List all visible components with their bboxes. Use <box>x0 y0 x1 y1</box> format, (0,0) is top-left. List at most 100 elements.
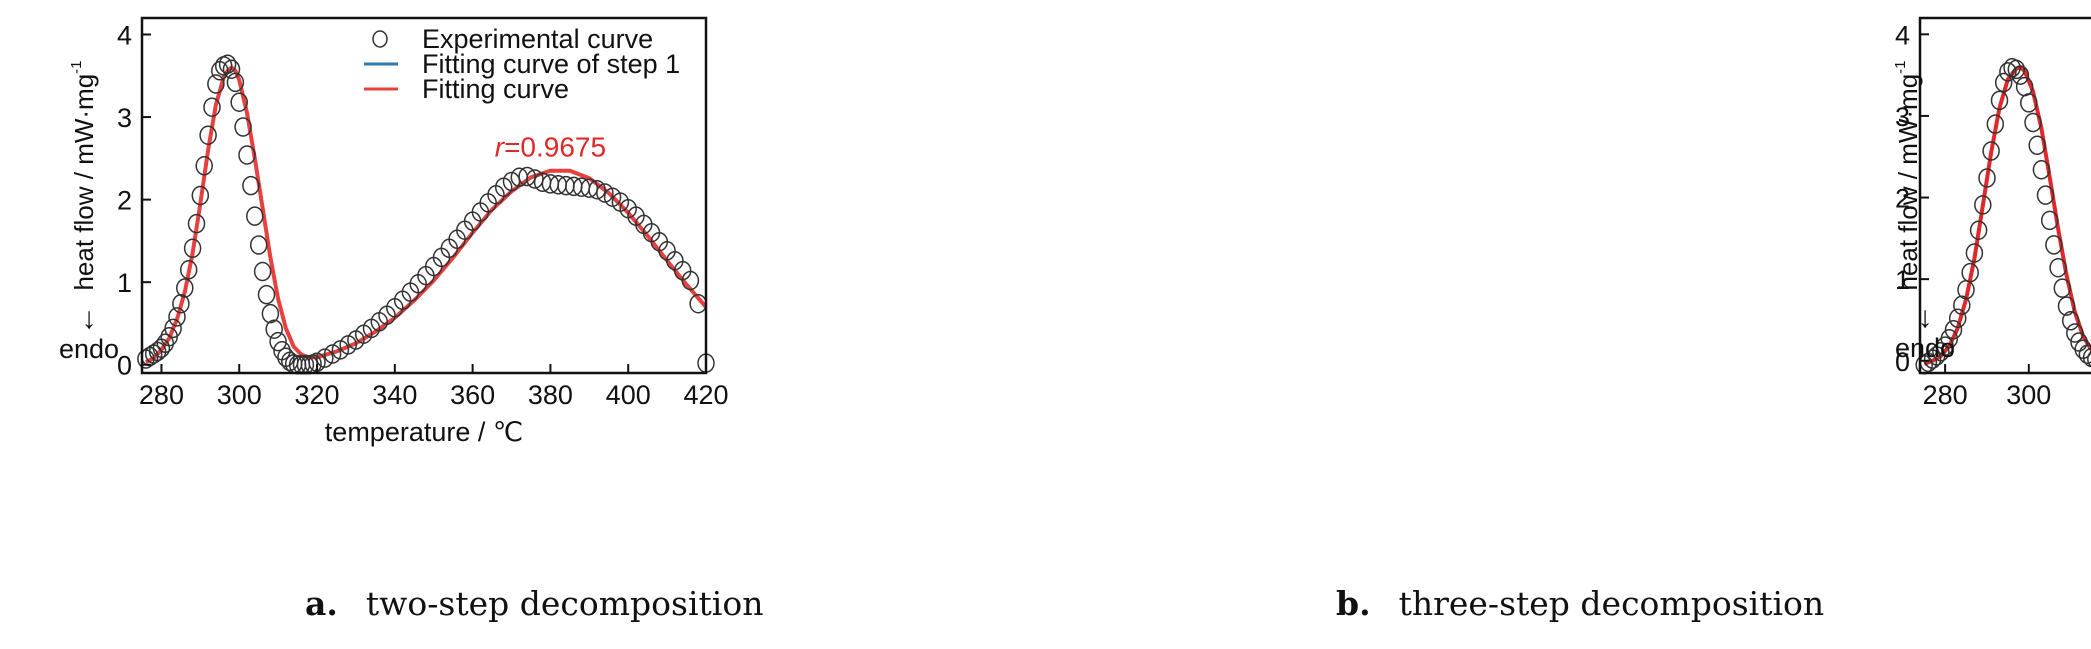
x-tick-label: 280 <box>139 380 184 410</box>
fit-r-value: =0.9675 <box>504 132 606 163</box>
data-point <box>253 261 272 282</box>
data-point <box>2036 185 2055 205</box>
legend-label: Fitting curve of step 1 <box>422 49 680 79</box>
data-point <box>1932 342 1950 362</box>
data-point <box>2078 344 2091 364</box>
y-axis-label-text: heat flow / mW·mg <box>69 74 99 291</box>
data-point <box>1961 262 1979 283</box>
data-point <box>2007 59 2026 80</box>
fit-r-symbol: r <box>495 132 506 163</box>
data-point <box>1948 308 1967 329</box>
y-tick-label: 1 <box>1895 265 1910 295</box>
data-point <box>183 238 202 259</box>
x-tick-label: 300 <box>2006 380 2051 410</box>
y-tick-label: 2 <box>1895 184 1910 214</box>
data-point <box>2028 135 2046 156</box>
legend-symbol <box>372 30 388 48</box>
chart-a: 280 300 320 340 360 380 400 420 0 1 2 3 4 temperature… <box>59 16 729 447</box>
data-point <box>1978 168 1996 188</box>
data-point <box>257 284 276 305</box>
panel-a: 280 300 320 340 360 380 400 420 0 1 2 3 4 temperature… <box>0 0 1045 649</box>
caption-a: a. two-step decomposition <box>305 584 763 623</box>
chart-b: 28030032034036038040042001234temperature… <box>1892 16 2091 410</box>
y-axis-label: heat flow / mW·mg-1 <box>1892 60 1923 290</box>
y-tick-label: 3 <box>117 103 132 133</box>
endo-label: endo <box>1895 333 1955 363</box>
y-axis-label-superscript: -1 <box>1892 60 1909 73</box>
x-tick-label: 300 <box>217 380 262 410</box>
caption-a-letter: a. <box>305 584 338 623</box>
data-point <box>261 303 280 324</box>
caption-b: b. three-step decomposition <box>1336 584 1824 623</box>
data-point <box>1999 62 2017 82</box>
y-axis-label-superscript: -1 <box>68 60 85 73</box>
data-point <box>518 166 536 187</box>
data-point <box>176 278 194 298</box>
data-point <box>2061 311 2080 331</box>
data-point <box>1969 220 1988 240</box>
y-tick-label: 0 <box>1895 347 1910 377</box>
series-line-3 <box>1923 65 2091 366</box>
data-point <box>2053 278 2072 298</box>
data-point <box>1940 328 1959 349</box>
data-point <box>187 213 206 234</box>
data-point <box>164 318 182 339</box>
y-tick-label: 2 <box>117 186 132 216</box>
data-point <box>588 179 606 200</box>
y-axis-label: heat flow / mW·mg-1 <box>68 60 99 290</box>
legend-label: Experimental curve <box>422 24 653 54</box>
data-point <box>1990 90 2009 111</box>
data-point <box>246 206 264 226</box>
data-point <box>2024 112 2042 133</box>
data-point <box>265 319 283 339</box>
data-point <box>168 307 186 327</box>
data-point <box>172 293 190 314</box>
x-tick-label: 280 <box>1923 380 1968 410</box>
data-point <box>2032 160 2051 180</box>
plot-frame <box>1918 16 2091 375</box>
data-point <box>1994 72 2013 93</box>
y-tick-label: 1 <box>117 268 132 298</box>
data-point <box>207 74 225 94</box>
data-point <box>580 178 599 198</box>
data-point <box>2066 323 2084 343</box>
x-tick-label: 340 <box>372 380 417 410</box>
data-point <box>230 92 248 112</box>
plot-frame <box>140 16 708 375</box>
data-point <box>2040 210 2059 231</box>
data-point <box>203 97 221 117</box>
caption-a-text: two-step decomposition <box>365 584 764 623</box>
data-point <box>2045 235 2063 255</box>
data-point <box>234 117 252 137</box>
y-tick-label: 3 <box>1895 102 1910 132</box>
endo-arrow-icon: ↓ <box>1918 301 1933 334</box>
data-point <box>2087 350 2091 368</box>
data-point <box>238 145 256 165</box>
data-point <box>269 331 287 352</box>
data-point <box>226 72 245 93</box>
x-axis-label: temperature / ℃ <box>325 417 523 447</box>
fit-r-annotation: r=0.9675 <box>495 132 606 163</box>
endo-arrow-icon: ↓ <box>82 302 97 335</box>
data-point <box>2057 296 2076 316</box>
legend-label: Fitting curve <box>422 74 569 104</box>
caption-b-text: three-step decomposition <box>1398 584 1825 623</box>
caption-b-letter: b. <box>1336 584 1371 623</box>
data-point <box>179 260 198 280</box>
data-point <box>2049 257 2067 278</box>
data-point <box>1953 295 1971 316</box>
y-tick-label: 0 <box>117 351 132 381</box>
data-point <box>2020 93 2038 113</box>
x-tick-label: 400 <box>606 380 651 410</box>
y-axis-label-text: heat flow / mW·mg <box>1893 74 1923 291</box>
data-point <box>1986 114 2005 134</box>
data-point <box>191 185 210 206</box>
data-point <box>2082 347 2091 368</box>
data-point <box>156 333 175 354</box>
data-point <box>195 156 213 176</box>
data-point <box>218 54 237 74</box>
x-tick-label: 380 <box>528 380 573 410</box>
data-point <box>249 235 268 255</box>
data-point <box>502 171 521 192</box>
data-point <box>2011 65 2030 85</box>
